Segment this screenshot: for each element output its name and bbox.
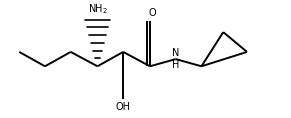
Text: N: N — [172, 48, 179, 58]
Text: H: H — [172, 60, 179, 70]
Text: OH: OH — [116, 102, 131, 112]
Text: NH$_2$: NH$_2$ — [88, 2, 107, 16]
Text: O: O — [148, 8, 156, 18]
